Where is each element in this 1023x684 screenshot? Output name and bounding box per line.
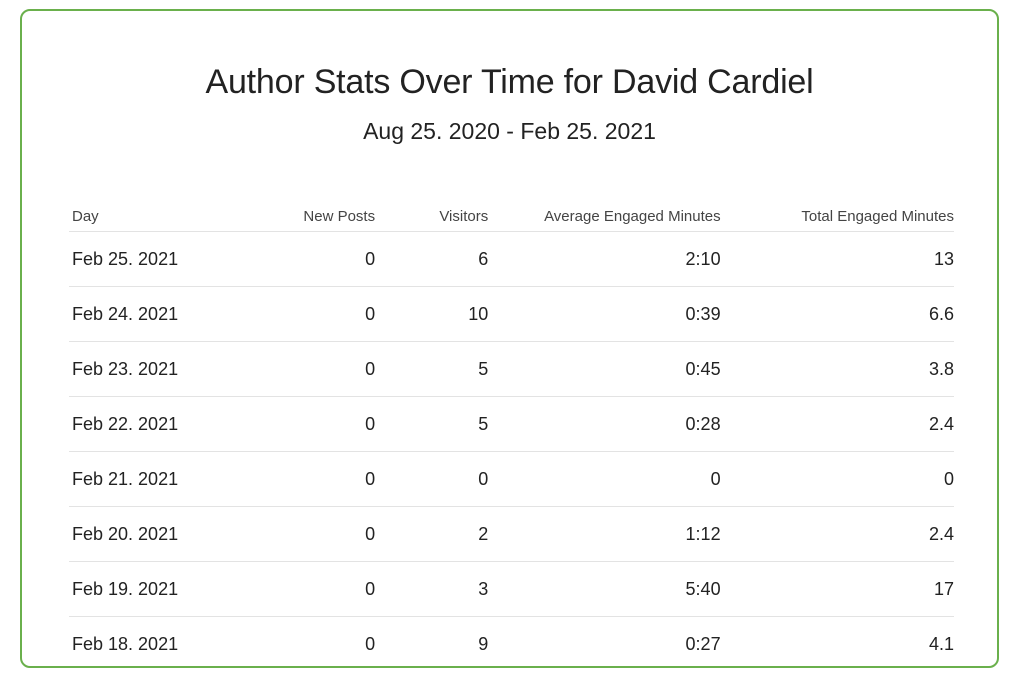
average-engaged-minutes-cell: 0:45 [488,341,721,397]
average-engaged-minutes-cell: 1:12 [488,506,721,562]
day-cell: Feb 25. 2021 [69,231,224,287]
new-posts-cell: 0 [223,286,376,342]
day-cell: Feb 20. 2021 [69,506,224,562]
stats-card: Author Stats Over Time for David Cardiel… [20,9,999,668]
average-engaged-minutes-cell: 0 [488,451,721,507]
new-posts-cell: 0 [223,396,376,452]
visitors-cell: 9 [375,616,489,666]
new-posts-cell: 0 [223,341,376,397]
average-engaged-minutes-cell: 0:27 [488,616,721,666]
new-posts-cell: 0 [223,616,376,666]
total-engaged-minutes-cell: 17 [720,561,954,617]
table-row: Feb 22. 2021 0 5 0:28 2.4 [69,396,954,452]
author-stats-table: Day New Posts Visitors Average Engaged M… [69,201,954,666]
average-engaged-minutes-cell: 2:10 [488,231,721,287]
table-row: Feb 19. 2021 0 3 5:40 17 [69,561,954,617]
column-header-day[interactable]: Day [69,201,224,232]
average-engaged-minutes-cell: 0:28 [488,396,721,452]
column-header-total-engaged-minutes[interactable]: Total Engaged Minutes [720,201,954,232]
new-posts-cell: 0 [223,231,376,287]
table-row: Feb 24. 2021 0 10 0:39 6.6 [69,286,954,342]
average-engaged-minutes-cell: 5:40 [488,561,721,617]
total-engaged-minutes-cell: 0 [720,451,954,507]
column-header-new-posts[interactable]: New Posts [223,201,376,232]
visitors-cell: 0 [375,451,489,507]
day-cell: Feb 24. 2021 [69,286,224,342]
day-cell: Feb 19. 2021 [69,561,224,617]
column-header-visitors[interactable]: Visitors [375,201,489,232]
day-cell: Feb 23. 2021 [69,341,224,397]
total-engaged-minutes-cell: 13 [720,231,954,287]
visitors-cell: 3 [375,561,489,617]
table-header-row: Day New Posts Visitors Average Engaged M… [69,201,954,232]
table-row: Feb 20. 2021 0 2 1:12 2.4 [69,506,954,562]
visitors-cell: 10 [375,286,489,342]
table-row: Feb 18. 2021 0 9 0:27 4.1 [69,616,954,666]
visitors-cell: 5 [375,396,489,452]
total-engaged-minutes-cell: 2.4 [720,396,954,452]
visitors-cell: 5 [375,341,489,397]
new-posts-cell: 0 [223,451,376,507]
table-row: Feb 21. 2021 0 0 0 0 [69,451,954,507]
day-cell: Feb 18. 2021 [69,616,224,666]
visitors-cell: 6 [375,231,489,287]
average-engaged-minutes-cell: 0:39 [488,286,721,342]
column-header-average-engaged-minutes[interactable]: Average Engaged Minutes [488,201,721,232]
total-engaged-minutes-cell: 6.6 [720,286,954,342]
total-engaged-minutes-cell: 2.4 [720,506,954,562]
visitors-cell: 2 [375,506,489,562]
total-engaged-minutes-cell: 3.8 [720,341,954,397]
total-engaged-minutes-cell: 4.1 [720,616,954,666]
table-row: Feb 25. 2021 0 6 2:10 13 [69,231,954,287]
new-posts-cell: 0 [223,561,376,617]
day-cell: Feb 21. 2021 [69,451,224,507]
date-range: Aug 25. 2020 - Feb 25. 2021 [363,118,656,144]
page-title: Author Stats Over Time for David Cardiel [205,63,814,101]
table-row: Feb 23. 2021 0 5 0:45 3.8 [69,341,954,397]
day-cell: Feb 22. 2021 [69,396,224,452]
new-posts-cell: 0 [223,506,376,562]
